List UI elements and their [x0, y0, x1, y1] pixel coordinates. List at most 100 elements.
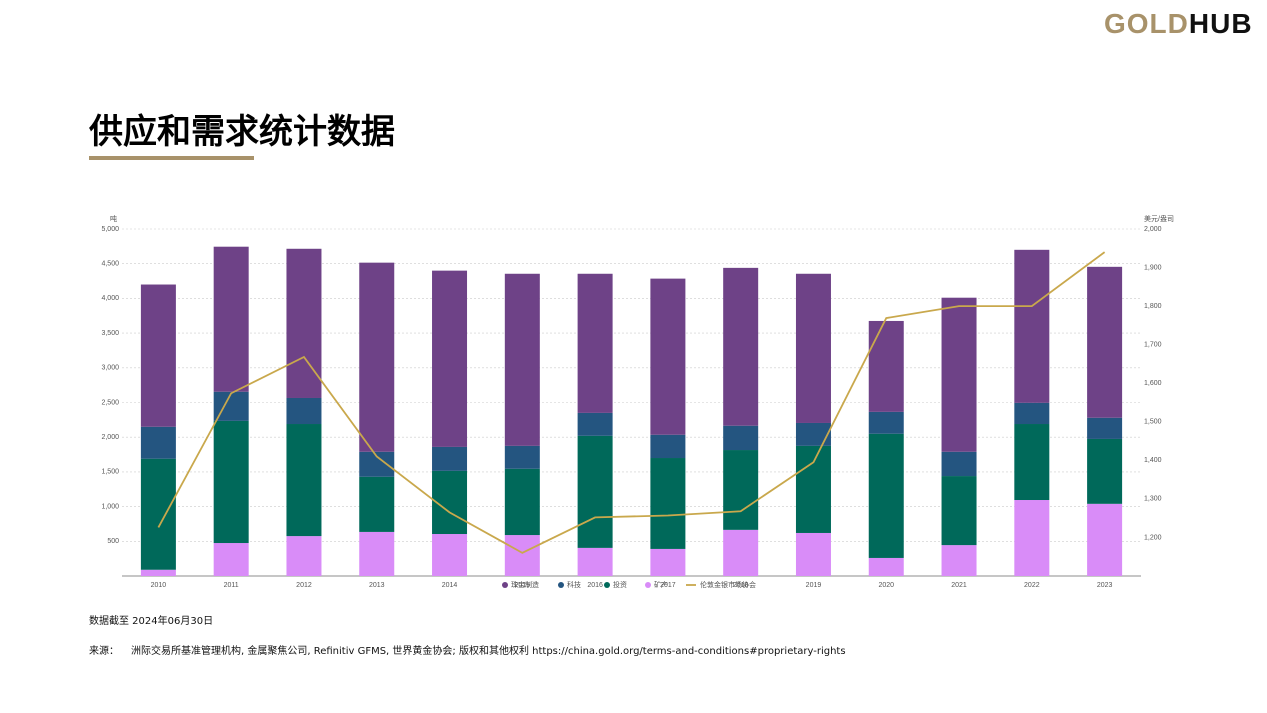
bar-segment	[504, 468, 540, 536]
y2-tick-label: 1,800	[1144, 303, 1162, 310]
bar-segment	[868, 411, 904, 434]
bar-segment	[1087, 438, 1123, 504]
x-tick-label: 2021	[951, 582, 967, 589]
y-axis-label: 吨	[110, 214, 117, 223]
page-title: 供应和需求统计数据	[89, 112, 395, 152]
y-tick-label: 4,500	[101, 261, 119, 268]
logo-hub: HUB	[1188, 8, 1253, 39]
bar-segment	[723, 425, 759, 451]
y-tick-label: 5,000	[101, 226, 119, 233]
legend-swatch	[604, 582, 610, 588]
bar-segment	[941, 451, 977, 477]
x-tick-label: 2023	[1097, 582, 1113, 589]
x-tick-label: 2012	[296, 582, 312, 589]
bar-segment	[650, 548, 686, 576]
legend-swatch	[645, 582, 651, 588]
bar-segment	[286, 424, 322, 537]
y-tick-label: 4,000	[101, 295, 119, 302]
date-note: 数据截至 2024年06月30日	[89, 616, 214, 627]
x-tick-label: 2013	[369, 582, 385, 589]
y-tick-label: 3,000	[101, 365, 119, 372]
source-label: 来源：	[89, 646, 119, 657]
title-rule	[89, 156, 254, 160]
bar-segment	[359, 476, 395, 532]
bar-segment	[432, 534, 468, 576]
x-tick-label: 2011	[224, 582, 239, 589]
bar-segment	[795, 445, 831, 533]
x-tick-label: 2019	[806, 582, 822, 589]
logo: GOLDHUB	[1104, 8, 1253, 40]
legend-swatch	[558, 582, 564, 588]
bar-segment	[1087, 503, 1123, 576]
x-tick-label: 2017	[660, 582, 676, 589]
y-tick-label: 2,000	[101, 434, 119, 441]
bar-segment	[941, 297, 977, 452]
y2-tick-label: 1,500	[1144, 419, 1162, 426]
bar-segment	[286, 397, 322, 425]
legend-label: 投资	[613, 580, 627, 589]
legend-label: 伦敦金银市场协会	[700, 580, 756, 589]
bar-segment	[1087, 417, 1123, 439]
y2-tick-label: 1,900	[1144, 264, 1162, 271]
bar-segment	[140, 284, 176, 427]
bar-segment	[577, 435, 613, 548]
logo-gold: GOLD	[1104, 8, 1189, 39]
source-text: 洲际交易所基准管理机构, 金属聚焦公司, Refinitiv GFMS, 世界黄…	[131, 646, 846, 657]
bar-segment	[432, 270, 468, 447]
legend-swatch	[502, 582, 508, 588]
bar-segment	[286, 248, 322, 398]
bar-segment	[723, 450, 759, 530]
x-tick-label: 2020	[878, 582, 894, 589]
bar-segment	[504, 445, 540, 469]
line-series	[157, 251, 1106, 554]
y2-tick-label: 2,000	[1144, 226, 1162, 233]
bar-segment	[577, 547, 613, 576]
bar-segment	[1087, 266, 1123, 418]
bar-segment	[577, 412, 613, 436]
bar-segment	[941, 476, 977, 546]
y2-tick-label: 1,200	[1144, 534, 1162, 541]
x-tick-label: 2022	[1024, 582, 1040, 589]
bar-segment	[868, 557, 904, 576]
bar-segment	[1014, 402, 1050, 425]
bar-segment	[577, 273, 613, 413]
bar-segment	[504, 273, 540, 446]
legend-label: 珠宝制造	[511, 580, 539, 589]
y-tick-label: 2,500	[101, 399, 119, 406]
y-tick-label: 1,500	[101, 469, 119, 476]
bar-segment	[868, 320, 904, 412]
bar-segment	[650, 458, 686, 549]
y-tick-label: 3,500	[101, 330, 119, 337]
bar-segment	[723, 529, 759, 576]
bar-segment	[650, 278, 686, 435]
bar-segment	[140, 426, 176, 459]
bar-segment	[795, 532, 831, 576]
legend-label: 科技	[567, 580, 581, 589]
bar-segment	[650, 434, 686, 459]
y2-tick-label: 1,600	[1144, 380, 1162, 387]
bar-segment	[140, 569, 176, 576]
bar-segment	[868, 433, 904, 558]
bar-segment	[504, 535, 540, 576]
bar-segment	[359, 531, 395, 576]
bar-segment	[359, 262, 395, 452]
bar-segment	[213, 246, 249, 392]
y2-tick-label: 1,300	[1144, 496, 1162, 503]
bar-segment	[213, 543, 249, 576]
x-tick-label: 2010	[151, 582, 167, 589]
bar-segment	[1014, 424, 1050, 501]
bar-segment	[213, 420, 249, 544]
bar-segment	[941, 545, 977, 576]
source: 来源： 洲际交易所基准管理机构, 金属聚焦公司, Refinitiv GFMS, …	[89, 642, 858, 657]
legend-label: 矿产	[654, 580, 668, 589]
x-tick-label: 2014	[442, 582, 458, 589]
bar-segment	[286, 536, 322, 576]
y2-tick-label: 1,400	[1144, 457, 1162, 464]
bar-segment	[795, 422, 831, 446]
x-tick-label: 2015	[515, 582, 531, 589]
y-tick-label: 500	[107, 538, 119, 545]
bar-segment	[723, 267, 759, 426]
x-tick-label: 2016	[587, 582, 603, 589]
